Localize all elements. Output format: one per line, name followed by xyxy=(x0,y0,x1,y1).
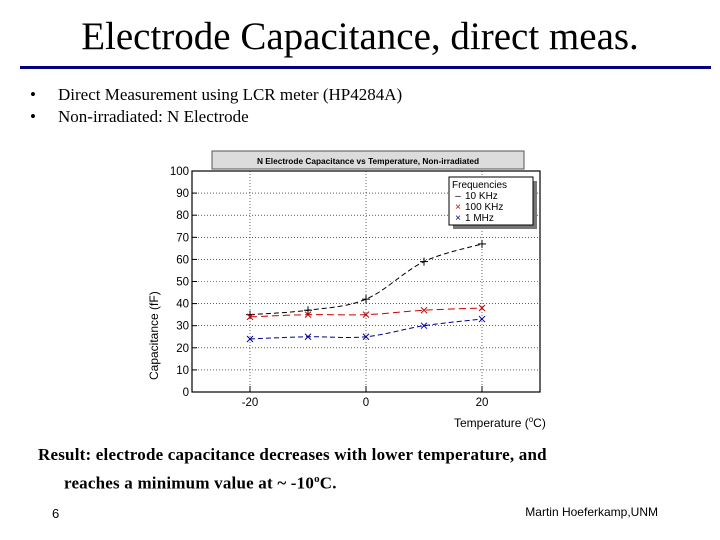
data-point-marker xyxy=(478,304,486,312)
data-point-marker xyxy=(478,315,486,323)
data-point xyxy=(362,333,370,341)
x-axis-label-suffix: C) xyxy=(533,416,546,430)
data-point xyxy=(304,311,312,319)
x-tick-label: 0 xyxy=(363,397,369,409)
result-line-2-suffix: C. xyxy=(319,473,337,493)
legend-marker: × xyxy=(455,213,461,224)
y-tick-label: 70 xyxy=(176,232,189,244)
chart-svg: N Electrode Capacitance vs Temperature, … xyxy=(147,150,546,430)
x-tick-label: 20 xyxy=(476,397,489,409)
legend: Frequencies –10 KHz × 100 KHz × 1 MHz xyxy=(448,176,537,229)
bullet-text: Non-irradiated: N Electrode xyxy=(58,107,249,126)
x-tick-label: -20 xyxy=(242,397,259,409)
result-text: Result: electrode capacitance decreases … xyxy=(38,443,678,496)
data-point xyxy=(478,315,486,323)
series-line xyxy=(249,243,483,316)
x-axis-label: Temperature (oC) xyxy=(454,415,546,430)
data-point xyxy=(478,239,486,248)
series-layer xyxy=(246,239,486,343)
y-tick-label: 40 xyxy=(176,299,189,311)
data-point-marker xyxy=(304,311,312,319)
y-tick-label: 80 xyxy=(176,210,189,222)
y-tick-label: 100 xyxy=(170,166,189,178)
bullet-marker: • xyxy=(30,85,36,104)
y-tick-label: 0 xyxy=(183,387,189,399)
legend-marker: – xyxy=(455,191,461,202)
legend-items: –10 KHz × 100 KHz × 1 MHz xyxy=(455,191,503,224)
data-point-marker xyxy=(420,322,428,330)
capacitance-chart: N Electrode Capacitance vs Temperature, … xyxy=(140,148,560,443)
data-point xyxy=(420,322,428,330)
footer-author: Martin Hoeferkamp,UNM xyxy=(525,505,658,519)
y-tick-label: 90 xyxy=(176,188,189,200)
data-point xyxy=(246,313,254,321)
data-point-marker xyxy=(304,333,312,341)
tick-layer: 0 10 20 30 40 50 60 70 80 90 100 -20 0 20 xyxy=(170,166,489,409)
y-tick-label: 20 xyxy=(176,343,189,355)
data-point xyxy=(420,306,428,314)
data-point xyxy=(304,333,312,341)
bullet-list: • Direct Measurement using LCR meter (HP… xyxy=(30,84,402,128)
result-line-2-prefix: reaches a minimum value at ~ -10 xyxy=(64,473,315,493)
data-point xyxy=(362,311,370,319)
result-line-2: reaches a minimum value at ~ -10oC. xyxy=(38,467,678,496)
bullet-text: Direct Measurement using LCR meter (HP42… xyxy=(58,85,403,104)
legend-title: Frequencies xyxy=(452,180,507,191)
y-axis-label: Capacitance (fF) xyxy=(147,291,161,380)
bullet-item: • Direct Measurement using LCR meter (HP… xyxy=(30,84,402,106)
data-point-marker xyxy=(246,335,254,343)
legend-box xyxy=(448,176,534,226)
y-tick-label: 10 xyxy=(176,365,189,377)
bullet-item: • Non-irradiated: N Electrode xyxy=(30,106,402,128)
legend-label: 1 MHz xyxy=(465,213,494,224)
x-axis-label-degree: o xyxy=(529,415,534,424)
slide-number: 6 xyxy=(52,506,60,521)
data-point xyxy=(478,304,486,312)
degree-sup: o xyxy=(314,473,320,485)
data-point-marker xyxy=(362,333,370,341)
chart-title: N Electrode Capacitance vs Temperature, … xyxy=(257,156,479,166)
data-point-marker xyxy=(246,313,254,321)
legend-label: 100 KHz xyxy=(465,202,503,213)
data-point-marker xyxy=(362,311,370,319)
data-point xyxy=(362,295,370,304)
legend-label: 10 KHz xyxy=(465,191,498,202)
x-axis-label-prefix: Temperature ( xyxy=(454,416,529,430)
y-tick-label: 50 xyxy=(176,277,189,289)
data-point xyxy=(304,306,312,315)
bullet-marker: • xyxy=(30,107,36,126)
data-point xyxy=(420,257,428,266)
slide-title: Electrode Capacitance, direct meas. xyxy=(81,15,639,58)
data-point-marker xyxy=(420,306,428,314)
y-tick-label: 30 xyxy=(176,321,189,333)
result-line-1: Result: electrode capacitance decreases … xyxy=(38,445,547,464)
legend-marker: × xyxy=(455,202,461,213)
title-underline xyxy=(20,66,711,69)
data-point xyxy=(246,335,254,343)
y-tick-label: 60 xyxy=(176,254,189,266)
series-line xyxy=(249,318,483,340)
chart-title-bar xyxy=(211,150,525,170)
